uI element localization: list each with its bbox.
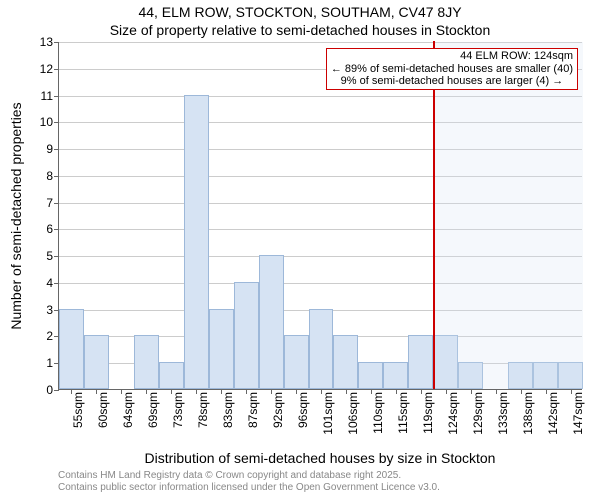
x-tick-label: 129sqm [471, 392, 485, 452]
y-tick-label: 8 [29, 169, 53, 183]
chart-title-line1: 44, ELM ROW, STOCKTON, SOUTHAM, CV47 8JY [0, 4, 600, 20]
y-tick [54, 176, 59, 177]
histogram-bar [408, 335, 433, 389]
x-tick-label: 73sqm [171, 392, 185, 452]
annotation-line: ← 89% of semi-detached houses are smalle… [331, 63, 573, 76]
y-tick [54, 42, 59, 43]
histogram-bar [59, 309, 84, 389]
larger-region-shade [433, 42, 583, 389]
histogram-bar [358, 362, 383, 389]
annotation-box: 44 ELM ROW: 124sqm← 89% of semi-detached… [326, 48, 578, 90]
x-tick-label: 124sqm [446, 392, 460, 452]
x-tick-label: 83sqm [221, 392, 235, 452]
histogram-bar [284, 335, 309, 389]
x-tick-label: 78sqm [196, 392, 210, 452]
x-tick-label: 69sqm [146, 392, 160, 452]
y-tick-label: 11 [29, 89, 53, 103]
y-axis-title: Number of semi-detached properties [8, 42, 24, 390]
x-tick-label: 110sqm [371, 392, 385, 452]
y-tick-label: 4 [29, 276, 53, 290]
histogram-bar [234, 282, 259, 389]
y-tick-label: 5 [29, 249, 53, 263]
histogram-bar [383, 362, 408, 389]
y-tick-label: 13 [29, 35, 53, 49]
histogram-bar [184, 95, 209, 389]
x-axis-title: Distribution of semi-detached houses by … [58, 450, 582, 466]
y-tick [54, 96, 59, 97]
histogram-bar [84, 335, 109, 389]
histogram-bar [259, 255, 284, 389]
annotation-line: 44 ELM ROW: 124sqm [331, 50, 573, 63]
y-tick [54, 229, 59, 230]
footer-line1: Contains HM Land Registry data © Crown c… [58, 470, 440, 482]
y-tick [54, 256, 59, 257]
x-tick-label: 92sqm [271, 392, 285, 452]
x-tick-label: 87sqm [246, 392, 260, 452]
y-tick [54, 203, 59, 204]
x-tick-label: 133sqm [496, 392, 510, 452]
y-tick-label: 10 [29, 115, 53, 129]
histogram-bar [333, 335, 358, 389]
histogram-bar [159, 362, 184, 389]
plot-area: 01234567891011121355sqm60sqm64sqm69sqm73… [58, 42, 582, 390]
histogram-bar [209, 309, 234, 389]
x-tick-label: 106sqm [346, 392, 360, 452]
property-marker-line [433, 41, 435, 389]
annotation-line: 9% of semi-detached houses are larger (4… [331, 75, 573, 88]
x-tick-label: 55sqm [71, 392, 85, 452]
chart-container: { "chart": { "title_line1": "44, ELM ROW… [0, 0, 600, 500]
x-tick-label: 119sqm [421, 392, 435, 452]
x-tick-label: 138sqm [521, 392, 535, 452]
y-tick-label: 6 [29, 222, 53, 236]
y-tick-label: 3 [29, 303, 53, 317]
y-tick-label: 2 [29, 329, 53, 343]
x-tick-label: 147sqm [571, 392, 585, 452]
x-tick-label: 142sqm [546, 392, 560, 452]
x-tick-label: 60sqm [96, 392, 110, 452]
attribution-footer: Contains HM Land Registry data © Crown c… [58, 470, 440, 494]
y-tick-label: 1 [29, 356, 53, 370]
y-tick [54, 69, 59, 70]
x-tick-label: 96sqm [296, 392, 310, 452]
chart-subtitle: Size of property relative to semi-detach… [0, 22, 600, 38]
histogram-bar [309, 309, 334, 389]
y-tick [54, 283, 59, 284]
y-tick-label: 7 [29, 196, 53, 210]
y-tick [54, 149, 59, 150]
x-tick-label: 101sqm [321, 392, 335, 452]
y-tick [54, 390, 59, 391]
y-tick-label: 0 [29, 383, 53, 397]
y-tick-label: 9 [29, 142, 53, 156]
y-tick-label: 12 [29, 62, 53, 76]
x-tick-label: 64sqm [121, 392, 135, 452]
footer-line2: Contains public sector information licen… [58, 482, 440, 494]
histogram-bar [134, 335, 159, 389]
x-tick-label: 115sqm [396, 392, 410, 452]
y-tick [54, 122, 59, 123]
